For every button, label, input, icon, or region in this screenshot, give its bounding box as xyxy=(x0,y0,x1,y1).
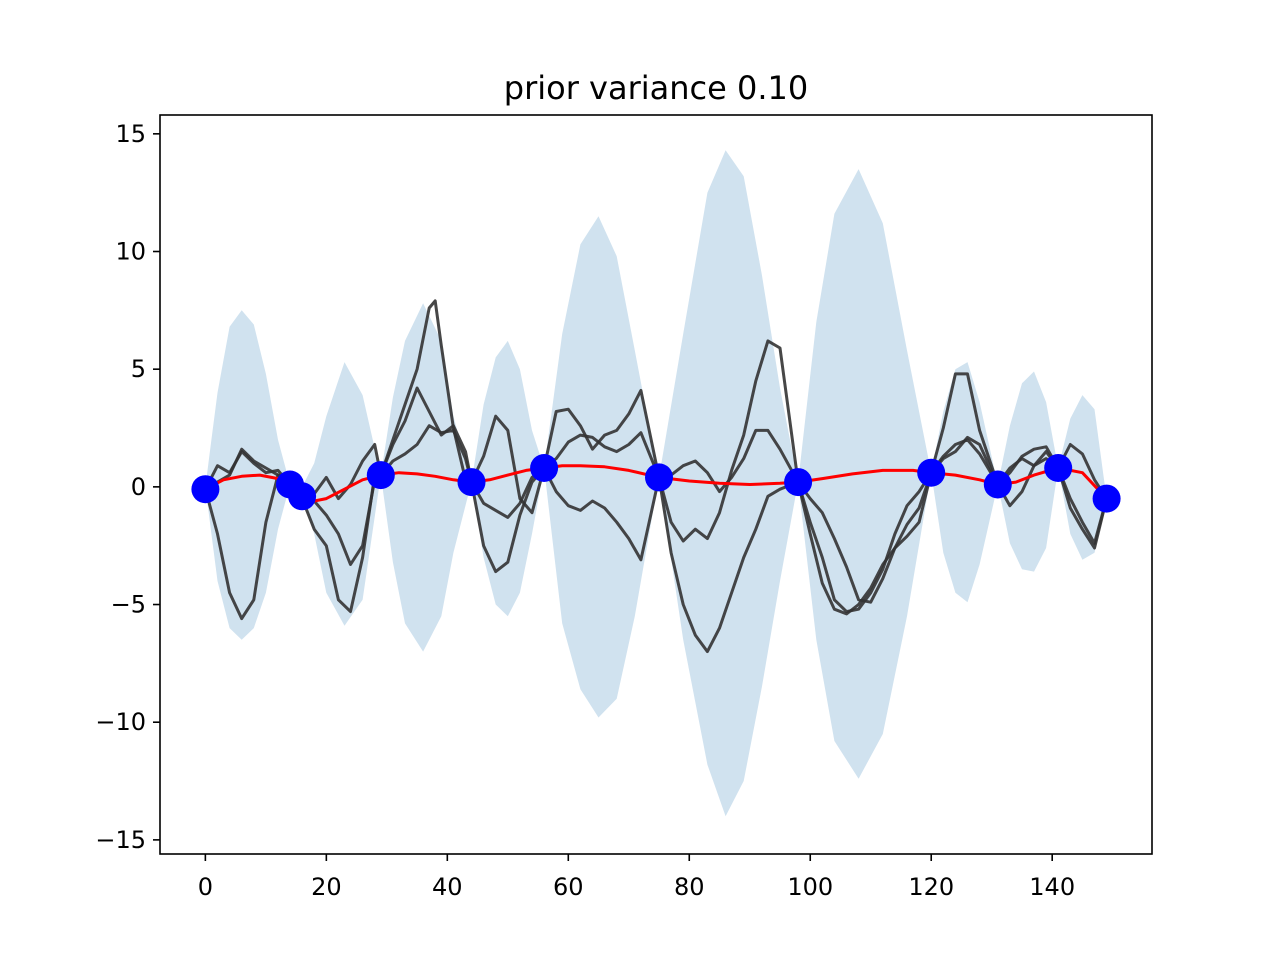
plot-frame xyxy=(159,114,1153,855)
observation-point xyxy=(784,468,813,497)
mean-line xyxy=(204,464,1108,503)
x-tick-label: 0 xyxy=(198,873,213,901)
x-tick-label: 80 xyxy=(674,873,705,901)
sample-lines-layer xyxy=(203,299,1109,654)
y-axis-ticks: −15 −10 −5 0 5 10 15 xyxy=(95,120,160,854)
observation-points-layer xyxy=(191,454,1121,513)
y-tick-label: −15 xyxy=(95,826,146,854)
observation-point xyxy=(1044,454,1073,482)
y-tick-label: −10 xyxy=(95,708,146,736)
x-tick-label: 140 xyxy=(1029,873,1075,901)
x-tick-label: 100 xyxy=(787,873,833,901)
observation-point xyxy=(366,461,395,490)
observation-point xyxy=(457,468,486,497)
x-axis-ticks: 0 20 40 60 80 100 120 140 xyxy=(198,854,1075,901)
x-tick-label: 120 xyxy=(908,873,954,901)
sample-line-2 xyxy=(204,339,1109,616)
sample-line-1 xyxy=(203,299,1109,654)
y-tick-label: −5 xyxy=(111,591,146,619)
y-tick-label: 10 xyxy=(115,238,146,266)
x-tick-label: 40 xyxy=(432,873,463,901)
observation-point xyxy=(530,454,559,482)
observation-point xyxy=(1092,484,1121,513)
chart-title: prior variance 0.10 xyxy=(504,69,808,107)
observation-point xyxy=(191,475,220,504)
x-tick-label: 20 xyxy=(311,873,342,901)
sample-line-3 xyxy=(204,424,1108,604)
observation-point xyxy=(983,470,1012,499)
observation-point xyxy=(288,482,317,511)
mean-line-layer xyxy=(204,464,1108,503)
y-tick-label: 5 xyxy=(131,355,146,383)
y-tick-label: 0 xyxy=(131,473,146,501)
y-tick-label: 15 xyxy=(115,120,146,148)
observation-point xyxy=(645,463,673,492)
observation-point xyxy=(917,458,946,487)
x-tick-label: 60 xyxy=(553,873,584,901)
